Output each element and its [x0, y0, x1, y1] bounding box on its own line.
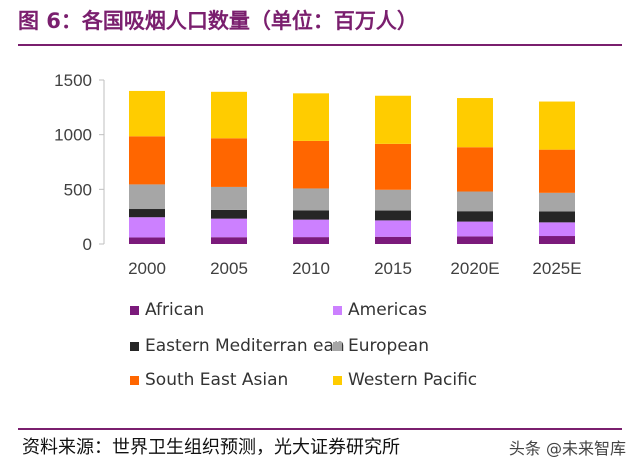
bar-western-pacific-2000	[129, 90, 165, 137]
bar-south-east-asian-2000	[129, 136, 165, 185]
bar-eastern-mediterranean-2020e	[457, 211, 493, 222]
bar-eastern-mediterranean-2005	[211, 209, 247, 219]
legend-label-eastern-mediterranean: Eastern Mediterran ean	[145, 336, 345, 356]
bar-western-pacific-2010	[293, 93, 329, 141]
bar-eastern-mediterranean-2015	[375, 210, 411, 221]
figure-title: 图 6：各国吸烟人口数量（单位：百万人）	[18, 9, 418, 33]
legend-swatch-european	[333, 341, 342, 351]
bar-eastern-mediterranean-2025e	[539, 211, 575, 223]
bar-south-east-asian-2010	[293, 140, 329, 189]
bar-western-pacific-2025e	[539, 101, 575, 150]
bar-americas-2025e	[539, 222, 575, 237]
bar-eastern-mediterranean-2010	[293, 210, 329, 220]
legend-item-americas: Americas	[333, 299, 427, 321]
legend-item-european: European	[333, 335, 429, 357]
y-tick-label-1000: 1000	[54, 126, 92, 145]
bar-south-east-asian-2020e	[457, 147, 493, 192]
source-note: 资料来源：世界卫生组织预测，光大证券研究所	[22, 437, 400, 458]
bar-european-2025e	[539, 192, 575, 212]
x-tick-label-2005: 2005	[210, 259, 248, 278]
x-tick-label-2025e: 2025E	[532, 259, 581, 278]
bar-african-2015	[375, 236, 411, 244]
bar-americas-2020e	[457, 221, 493, 237]
bar-european-2015	[375, 189, 411, 211]
bar-americas-2005	[211, 218, 247, 238]
legend-label-western-pacific: Western Pacific	[348, 370, 478, 390]
legend-swatch-south-east-asian	[130, 375, 139, 385]
stacked-bar-chart: 0 500 1000 1500 2000 2005 2010 2015 2020E 2025E	[54, 71, 581, 278]
bar-african-2000	[129, 237, 165, 244]
x-tick-label-2010: 2010	[292, 259, 330, 278]
legend-swatch-african	[130, 305, 139, 315]
bar-americas-2000	[129, 217, 165, 238]
x-tick-label-2000: 2000	[128, 259, 166, 278]
bar-americas-2010	[293, 219, 329, 238]
bar-european-2020e	[457, 191, 493, 212]
bar-western-pacific-2020e	[457, 98, 493, 148]
bar-african-2025e	[539, 236, 575, 244]
legend-item-western-pacific: Western Pacific	[333, 369, 477, 391]
legend-item-african: African	[130, 299, 204, 321]
bar-south-east-asian-2015	[375, 143, 411, 190]
bar-european-2005	[211, 186, 247, 210]
legend-label-european: European	[348, 336, 429, 356]
x-tick-label-2020e: 2020E	[450, 259, 499, 278]
legend-label-african: African	[145, 300, 205, 320]
legend-item-eastern-mediterranean: Eastern Mediterran ean	[130, 335, 345, 357]
bar-western-pacific-2005	[211, 91, 247, 139]
legend-swatch-eastern-mediterranean	[130, 341, 139, 351]
legend-item-south-east-asian: South East Asian	[130, 369, 288, 391]
bar-african-2005	[211, 237, 247, 244]
y-tick-label-500: 500	[64, 180, 92, 199]
bar-european-2000	[129, 184, 165, 210]
legend-swatch-americas	[333, 305, 342, 315]
bar-south-east-asian-2025e	[539, 149, 575, 193]
bar-south-east-asian-2005	[211, 138, 247, 187]
bar-european-2010	[293, 188, 329, 211]
bar-americas-2015	[375, 220, 411, 237]
bar-western-pacific-2015	[375, 95, 411, 144]
legend-label-south-east-asian: South East Asian	[145, 370, 289, 390]
legend-swatch-western-pacific	[333, 375, 342, 385]
x-tick-label-2015: 2015	[374, 259, 412, 278]
title-divider	[18, 44, 622, 46]
footer-divider	[18, 428, 622, 430]
watermark: 头条 @未来智库	[508, 439, 626, 458]
bar-african-2020e	[457, 236, 493, 244]
bar-eastern-mediterranean-2000	[129, 209, 165, 218]
bar-african-2010	[293, 237, 329, 244]
y-tick-label-0: 0	[83, 235, 92, 254]
y-tick-label-1500: 1500	[54, 71, 92, 90]
legend-label-americas: Americas	[348, 300, 427, 320]
